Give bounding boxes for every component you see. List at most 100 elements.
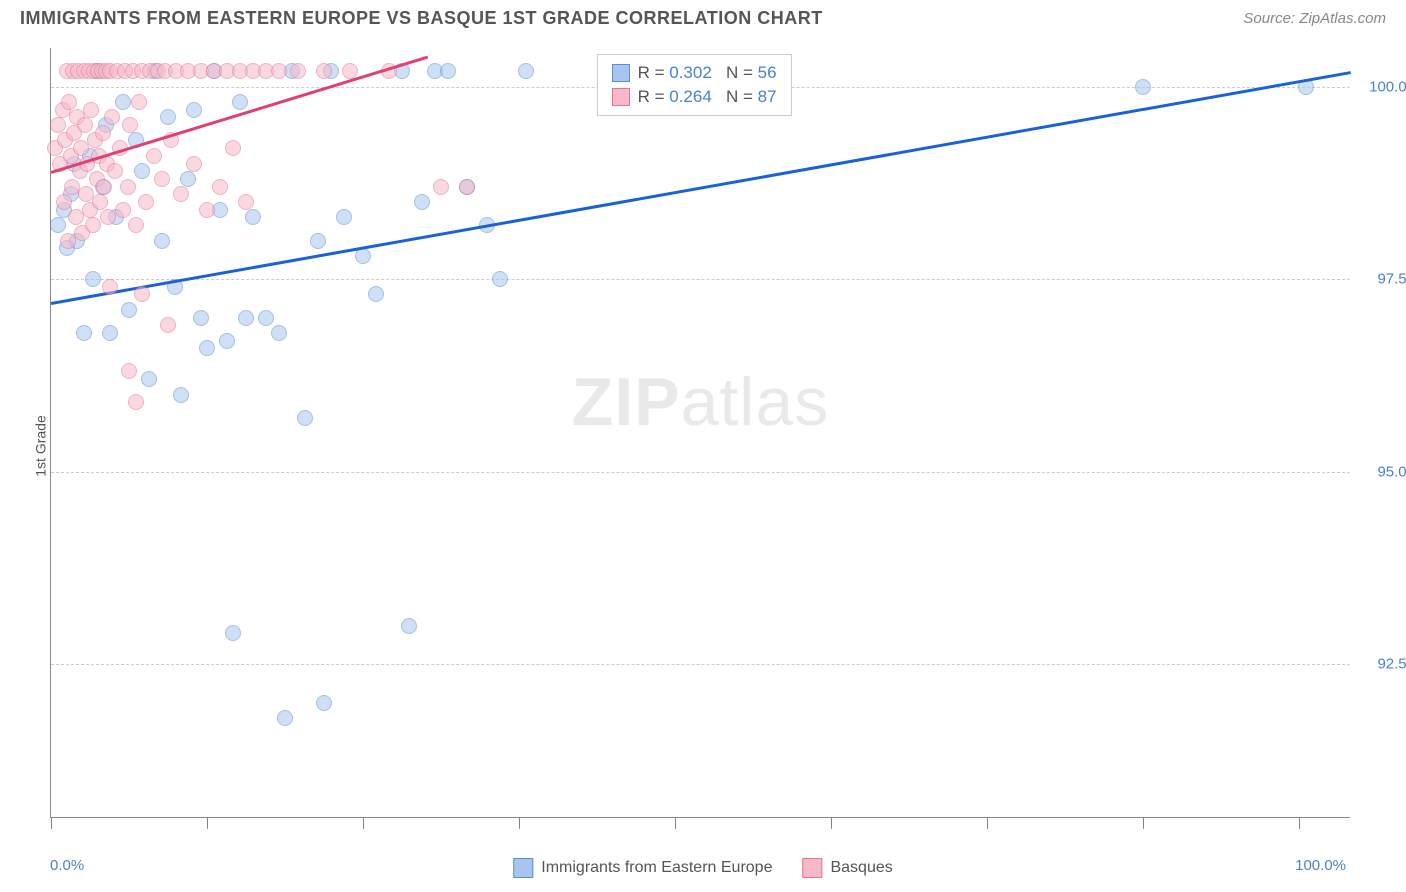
legend-swatch (612, 88, 630, 106)
scatter-point (107, 163, 123, 179)
bottom-legend: Immigrants from Eastern Europe Basques (513, 858, 892, 878)
source-attribution: Source: ZipAtlas.com (1243, 10, 1386, 27)
scatter-point (102, 325, 118, 341)
x-tick (675, 817, 676, 829)
scatter-point (310, 233, 326, 249)
legend-swatch (612, 64, 630, 82)
x-tick (519, 817, 520, 829)
y-tick-label: 95.0% (1360, 463, 1406, 480)
scatter-point (199, 340, 215, 356)
scatter-point (271, 325, 287, 341)
scatter-point (61, 94, 77, 110)
scatter-point (128, 394, 144, 410)
source-prefix: Source: (1243, 10, 1299, 27)
scatter-point (433, 179, 449, 195)
scatter-point (368, 286, 384, 302)
scatter-point (173, 387, 189, 403)
scatter-point (50, 217, 66, 233)
x-tick (363, 817, 364, 829)
stats-text: R = 0.302 N = 56 (638, 63, 777, 83)
source-name: ZipAtlas.com (1299, 10, 1386, 27)
scatter-point (271, 63, 287, 79)
scatter-point (83, 102, 99, 118)
scatter-point (146, 148, 162, 164)
x-axis-min-label: 0.0% (50, 857, 84, 874)
scatter-point (92, 194, 108, 210)
scatter-point (131, 94, 147, 110)
y-tick-label: 100.0% (1360, 78, 1406, 95)
y-axis-label: 1st Grade (33, 415, 49, 476)
stats-legend: R = 0.302 N = 56 R = 0.264 N = 87 (597, 54, 792, 116)
scatter-point (115, 94, 131, 110)
x-tick (831, 817, 832, 829)
scatter-point (154, 233, 170, 249)
scatter-point (134, 286, 150, 302)
scatter-point (186, 156, 202, 172)
scatter-point (238, 194, 254, 210)
scatter-point (277, 710, 293, 726)
scatter-point (459, 179, 475, 195)
legend-item-series-b: Basques (802, 858, 892, 878)
stats-text: R = 0.264 N = 87 (638, 87, 777, 107)
scatter-point (154, 171, 170, 187)
y-tick-label: 92.5% (1360, 656, 1406, 673)
watermark-light: atlas (681, 364, 830, 440)
scatter-point (440, 63, 456, 79)
scatter-point (56, 194, 72, 210)
gridline (51, 279, 1350, 280)
scatter-point (414, 194, 430, 210)
scatter-point (1135, 79, 1151, 95)
scatter-point (134, 163, 150, 179)
scatter-point (186, 102, 202, 118)
scatter-point (128, 217, 144, 233)
chart-title: IMMIGRANTS FROM EASTERN EUROPE VS BASQUE… (20, 8, 823, 29)
scatter-point (316, 695, 332, 711)
scatter-point (212, 179, 228, 195)
scatter-point (138, 194, 154, 210)
stats-legend-row: R = 0.302 N = 56 (612, 61, 777, 85)
legend-label-series-b: Basques (830, 859, 892, 876)
scatter-point (193, 310, 209, 326)
scatter-point (102, 279, 118, 295)
scatter-point (115, 202, 131, 218)
scatter-point (258, 310, 274, 326)
scatter-point (122, 117, 138, 133)
scatter-point (95, 125, 111, 141)
scatter-point (160, 317, 176, 333)
chart-plot-area: ZIPatlas 92.5%95.0%97.5%100.0%R = 0.302 … (50, 48, 1350, 818)
scatter-point (180, 171, 196, 187)
scatter-point (141, 371, 157, 387)
scatter-point (225, 140, 241, 156)
scatter-point (104, 109, 120, 125)
scatter-point (77, 117, 93, 133)
legend-item-series-a: Immigrants from Eastern Europe (513, 858, 772, 878)
scatter-point (225, 625, 241, 641)
scatter-point (199, 202, 215, 218)
scatter-point (50, 117, 66, 133)
scatter-point (232, 94, 248, 110)
scatter-point (120, 179, 136, 195)
x-tick (51, 817, 52, 829)
scatter-point (85, 217, 101, 233)
scatter-point (290, 63, 306, 79)
header-bar: IMMIGRANTS FROM EASTERN EUROPE VS BASQUE… (0, 0, 1406, 33)
watermark: ZIPatlas (572, 363, 829, 441)
scatter-point (492, 271, 508, 287)
x-tick (1143, 817, 1144, 829)
scatter-point (85, 271, 101, 287)
plot-surface: ZIPatlas 92.5%95.0%97.5%100.0%R = 0.302 … (51, 48, 1350, 817)
scatter-point (297, 410, 313, 426)
scatter-point (173, 186, 189, 202)
gridline (51, 472, 1350, 473)
watermark-bold: ZIP (572, 364, 681, 440)
y-tick-label: 97.5% (1360, 271, 1406, 288)
legend-swatch-series-b (802, 858, 822, 878)
stats-legend-row: R = 0.264 N = 87 (612, 85, 777, 109)
scatter-point (355, 248, 371, 264)
scatter-point (96, 179, 112, 195)
x-tick (987, 817, 988, 829)
scatter-point (121, 302, 137, 318)
x-tick (207, 817, 208, 829)
scatter-point (245, 209, 261, 225)
scatter-point (316, 63, 332, 79)
